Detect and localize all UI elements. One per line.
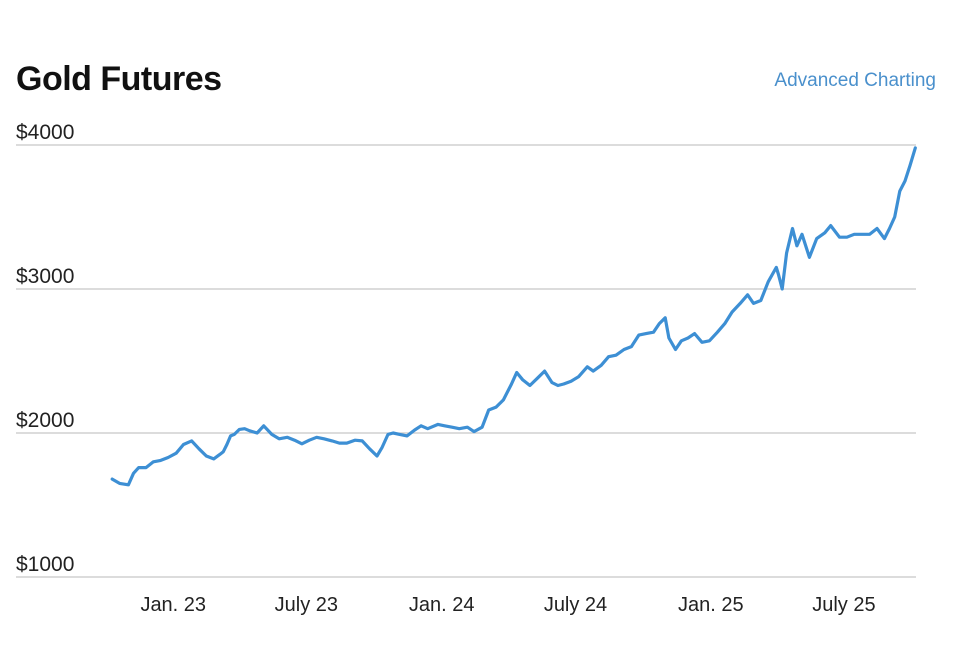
y-tick-label: $3000 (16, 265, 74, 288)
y-tick-label: $2000 (16, 409, 74, 432)
grid-layer (16, 144, 916, 578)
y-axis-labels: $1000 $2000 $3000 $4000 (16, 121, 74, 576)
x-tick-label: July 25 (812, 594, 875, 616)
y-tick-label: $1000 (16, 553, 74, 576)
x-tick-label: July 23 (275, 594, 338, 616)
x-axis-labels: Jan. 23 July 23 Jan. 24 July 24 Jan. 25 July … (140, 594, 875, 616)
price-series-line (110, 146, 917, 487)
chart-title: Gold Futures (16, 60, 222, 98)
series-layer (110, 146, 917, 487)
advanced-charting-link[interactable]: Advanced Charting (774, 70, 936, 91)
y-tick-label: $4000 (16, 121, 74, 144)
x-tick-label: Jan. 24 (409, 594, 475, 616)
x-tick-label: July 24 (544, 594, 607, 616)
x-tick-label: Jan. 25 (678, 594, 744, 616)
x-tick-label: Jan. 23 (140, 594, 206, 616)
